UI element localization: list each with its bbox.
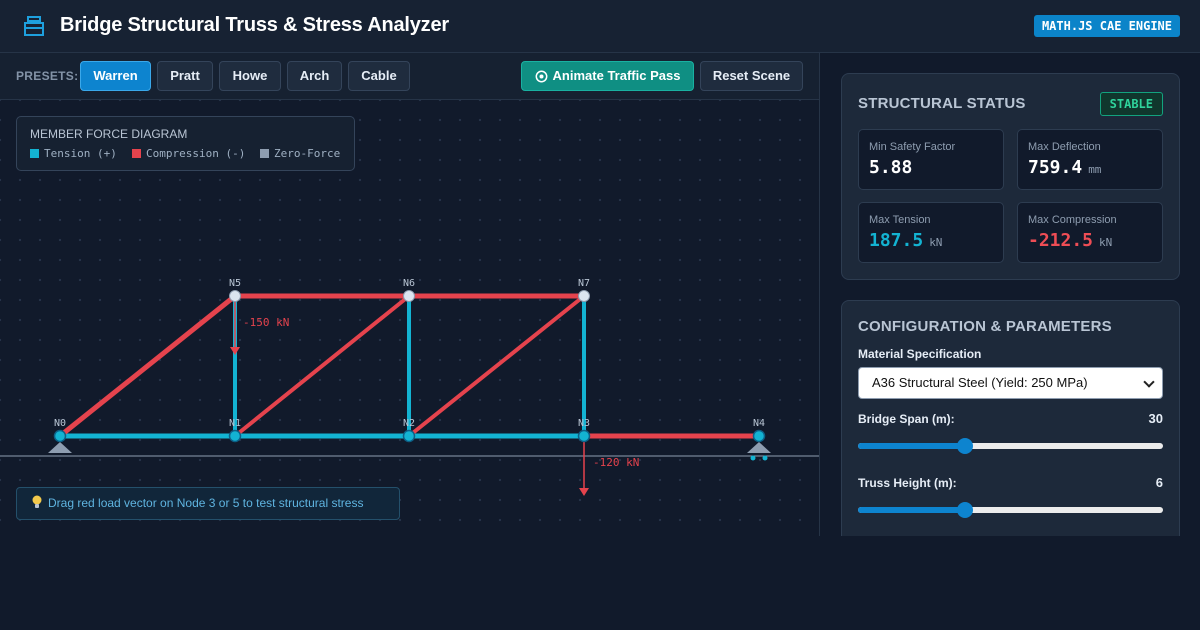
legend-label: Compression (-) <box>146 147 246 160</box>
target-icon <box>535 70 548 83</box>
metric-label: Max Deflection <box>1028 141 1101 153</box>
node-label: N1 <box>229 418 241 429</box>
layers-icon <box>24 16 44 36</box>
app-header: Bridge Structural Truss & Stress Analyze… <box>0 0 1200 53</box>
node-label: N6 <box>403 278 415 289</box>
node-label: N7 <box>578 278 590 289</box>
preset-cable-button[interactable]: Cable <box>348 61 410 91</box>
load-label-n5: -150 kN <box>243 316 289 329</box>
metric-value: -212.5 <box>1028 230 1094 251</box>
metric-value-row: 759.4 mm <box>1028 157 1101 178</box>
roller-wheel <box>762 455 768 461</box>
metric-unit: kN <box>1099 236 1113 249</box>
metric-value: 5.88 <box>869 157 913 178</box>
slider-fill <box>858 443 965 449</box>
preset-warren-button[interactable]: Warren <box>80 61 151 91</box>
member-n2-n7-compression[interactable] <box>407 294 586 438</box>
app-title: Bridge Structural Truss & Stress Analyze… <box>60 14 449 36</box>
metric-unit: mm <box>1088 163 1102 176</box>
roller-wheel <box>750 455 756 461</box>
slider-thumb[interactable] <box>956 438 973 454</box>
node-n7[interactable] <box>578 290 590 302</box>
slider-thumb[interactable] <box>956 502 973 518</box>
zero-force-swatch <box>260 149 269 158</box>
load-label-n3: -120 kN <box>593 456 639 469</box>
pin-support-icon <box>48 442 72 453</box>
preset-arch-button[interactable]: Arch <box>287 61 342 91</box>
node-n6[interactable] <box>403 290 415 302</box>
slider-fill <box>858 507 965 513</box>
preset-toolbar: PRESETS: Warren Pratt Howe Arch Cable An… <box>0 53 819 100</box>
legend-label: Zero-Force <box>274 147 341 160</box>
hint-banner: Drag red load vector on Node 3 or 5 to t… <box>16 487 400 520</box>
span-value: 30 <box>1148 411 1163 426</box>
height-slider[interactable] <box>858 502 1163 518</box>
tension-swatch <box>30 149 39 158</box>
node-n1[interactable] <box>228 429 242 443</box>
engine-badge: MATH.JS CAE ENGINE <box>1033 15 1180 37</box>
max-deflection-metric: Max Deflection 759.4 mm <box>1017 129 1163 190</box>
node-label: N4 <box>753 418 765 429</box>
height-value: 6 <box>1155 475 1163 490</box>
node-label: N0 <box>54 418 66 429</box>
preset-pratt-button[interactable]: Pratt <box>157 61 213 91</box>
metric-label: Max Tension <box>869 214 931 226</box>
slider-track <box>858 507 1163 513</box>
member-n1-n6-compression[interactable] <box>233 294 411 438</box>
slider-track <box>858 443 1163 449</box>
node-n2[interactable] <box>402 429 416 443</box>
height-label: Truss Height (m): <box>858 476 957 490</box>
node-n3[interactable] <box>577 429 591 443</box>
node-n4[interactable] <box>752 429 766 443</box>
node-label: N5 <box>229 278 241 289</box>
legend-label: Tension (+) <box>44 147 117 160</box>
member-n0-n5-compression[interactable] <box>58 294 237 438</box>
legend-title: MEMBER FORCE DIAGRAM <box>30 127 188 141</box>
metric-unit: kN <box>929 236 943 249</box>
node-label: N3 <box>578 418 590 429</box>
material-selected-value: A36 Structural Steel (Yield: 250 MPa) <box>872 375 1088 390</box>
status-title: STRUCTURAL STATUS <box>858 95 1026 112</box>
presets-label: PRESETS: <box>16 69 79 83</box>
stability-badge: STABLE <box>1099 92 1163 116</box>
node-n0[interactable] <box>53 429 67 443</box>
animate-traffic-label: Animate Traffic Pass <box>552 68 681 83</box>
metric-label: Min Safety Factor <box>869 141 956 153</box>
workspace-panel: PRESETS: Warren Pratt Howe Arch Cable An… <box>0 53 820 536</box>
legend-item-zero-force: Zero-Force <box>260 147 340 160</box>
legend-item-compression: Compression (-) <box>132 147 245 160</box>
structural-status-card: STRUCTURAL STATUS STABLE Min Safety Fact… <box>841 73 1180 280</box>
load-arrowhead[interactable] <box>579 488 589 496</box>
load-arrowhead[interactable] <box>230 347 240 355</box>
configuration-card: CONFIGURATION & PARAMETERS Material Spec… <box>841 300 1180 536</box>
node-n5[interactable] <box>229 290 241 302</box>
truss-canvas[interactable]: -150 kN -120 kN N0 N1 N2 N3 N4 <box>0 100 819 536</box>
roller-support-icon <box>747 442 771 453</box>
metric-label: Max Compression <box>1028 214 1117 226</box>
metric-value: 759.4 <box>1028 157 1083 178</box>
material-select[interactable]: A36 Structural Steel (Yield: 250 MPa) <box>858 367 1163 399</box>
lightbulb-icon <box>32 495 42 508</box>
compression-swatch <box>132 149 141 158</box>
config-title: CONFIGURATION & PARAMETERS <box>858 318 1112 335</box>
span-label: Bridge Span (m): <box>858 412 955 426</box>
legend-item-tension: Tension (+) <box>30 147 117 160</box>
preset-howe-button[interactable]: Howe <box>219 61 281 91</box>
hint-text: Drag red load vector on Node 3 or 5 to t… <box>48 496 364 510</box>
max-tension-metric: Max Tension 187.5 kN <box>858 202 1004 263</box>
chevron-down-icon <box>1143 376 1155 388</box>
node-label: N2 <box>403 418 415 429</box>
span-slider[interactable] <box>858 438 1163 454</box>
metric-value-row: 187.5 kN <box>869 230 942 251</box>
reset-scene-button[interactable]: Reset Scene <box>700 61 803 91</box>
inspector-panel: STRUCTURAL STATUS STABLE Min Safety Fact… <box>821 53 1200 536</box>
truss-diagram: -150 kN -120 kN N0 N1 N2 N3 N4 <box>0 278 819 496</box>
min-safety-metric: Min Safety Factor 5.88 <box>858 129 1004 190</box>
force-legend: MEMBER FORCE DIAGRAM Tension (+) Compres… <box>16 116 355 171</box>
metric-value: 187.5 <box>869 230 924 251</box>
animate-traffic-button[interactable]: Animate Traffic Pass <box>521 61 694 91</box>
material-label: Material Specification <box>858 347 982 361</box>
metric-value-row: -212.5 kN <box>1028 230 1112 251</box>
max-compression-metric: Max Compression -212.5 kN <box>1017 202 1163 263</box>
